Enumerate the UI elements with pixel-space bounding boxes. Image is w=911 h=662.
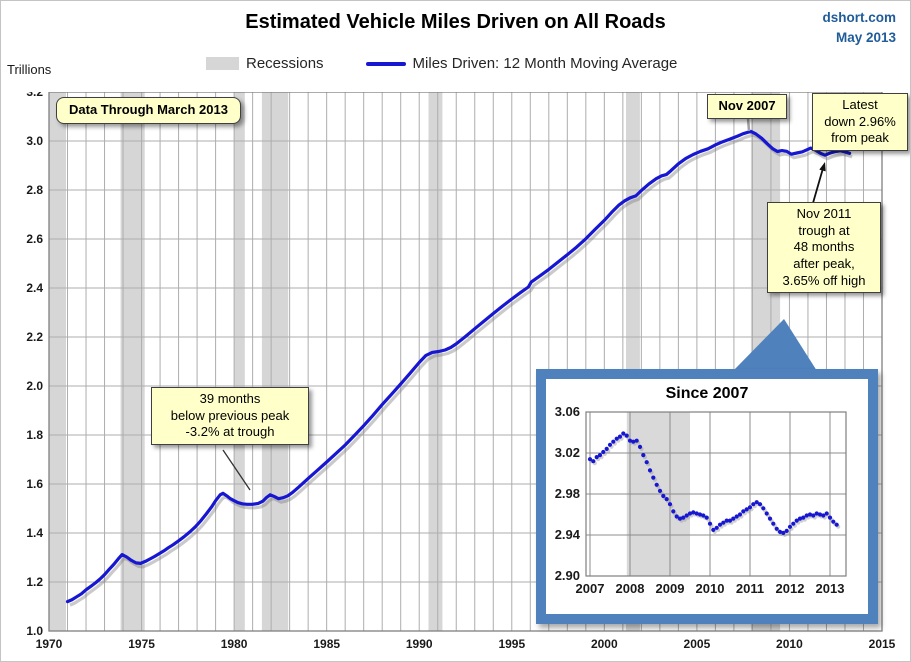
y-tick-label: 3.06: [555, 404, 580, 419]
y-tick-label: 3.2: [26, 92, 43, 99]
page-title: Estimated Vehicle Miles Driven on All Ro…: [245, 11, 666, 33]
x-tick-label: 2008: [616, 581, 645, 596]
legend-label-miles-driven: Miles Driven: 12 Month Moving Average: [412, 55, 678, 72]
legend-label-recessions: Recessions: [246, 55, 324, 72]
y-tick-label: 1.4: [26, 526, 43, 540]
miles-driven-dots: [587, 431, 839, 535]
annotation-latest: Latest down 2.96% from peak: [812, 93, 908, 151]
annotation-data-through: Data Through March 2013: [56, 97, 241, 124]
legend-item-recessions: Recessions: [206, 55, 324, 72]
recession-band: [261, 92, 289, 631]
legend-item-miles-driven: Miles Driven: 12 Month Moving Average: [365, 55, 678, 72]
annotation-1982-trough: 39 months below previous peak -3.2% at t…: [151, 387, 309, 445]
y-tick-label: 2.4: [26, 281, 43, 295]
plot-border: [585, 411, 847, 577]
y-tick-label: 3.02: [555, 445, 580, 460]
x-tick-label: 2010: [776, 637, 803, 651]
x-tick-label: 2000: [591, 637, 618, 651]
x-tick-label: 2011: [736, 581, 764, 596]
inset-title: Since 2007: [665, 385, 749, 402]
annotation-nov-2007-peak: Nov 2007: [707, 94, 787, 119]
recession-band: [234, 92, 245, 631]
inset-chart-frame: Since 2007 3.06 3.02 2.98 2.94 2.90 2007 2008 2…: [536, 369, 878, 624]
x-tick-label: 1975: [128, 637, 155, 651]
y-tick-label: 2.2: [26, 330, 43, 344]
x-tick-label: 2012: [776, 581, 805, 596]
x-tick-label: 1990: [406, 637, 433, 651]
y-tick-label: 2.0: [26, 379, 43, 393]
x-tick-label: 2010: [696, 581, 725, 596]
plot-border: [48, 92, 883, 632]
y-tick-label: 1.6: [26, 477, 43, 491]
y-tick-label: 2.98: [555, 486, 580, 501]
y-axis-unit-label: Trillions: [7, 62, 52, 77]
recession-band: [120, 92, 145, 631]
legend: Recessions Miles Driven: 12 Month Moving…: [206, 55, 677, 72]
recession-band: [49, 92, 66, 631]
source-date: May 2013: [835, 29, 896, 45]
x-tick-label: 1970: [36, 637, 63, 651]
miles-driven-line: [65, 129, 852, 604]
source-site: dshort.com: [822, 10, 896, 25]
y-tick-label: 1.2: [26, 575, 43, 589]
line-series-swatch: [365, 61, 406, 66]
annotation-nov-2011-trough: Nov 2011 trough at 48 months after peak,…: [767, 202, 881, 294]
x-tick-label: 1995: [498, 637, 525, 651]
y-tick-label: 2.90: [555, 568, 580, 583]
x-tick-label: 2015: [869, 637, 896, 651]
x-tick-label: 2009: [656, 581, 685, 596]
y-tick-label: 3.0: [26, 134, 43, 148]
miles-driven-line-shadow: [69, 133, 853, 607]
y-tick-label: 2.6: [26, 232, 43, 246]
recession-band-swatch: [206, 57, 239, 70]
x-tick-label: 1980: [221, 637, 248, 651]
x-tick-label: 1985: [313, 637, 340, 651]
source-attribution: dshort.com May 2013: [822, 8, 896, 47]
x-tick-label: 2005: [684, 637, 711, 651]
recession-band: [428, 92, 443, 631]
inset-chart: Since 2007 3.06 3.02 2.98 2.94 2.90 2007 2008 2…: [546, 379, 868, 614]
y-tick-label: 1.8: [26, 428, 43, 442]
y-tick-label: 2.94: [555, 527, 581, 542]
y-tick-label: 1.0: [26, 624, 43, 638]
y-tick-label: 2.8: [26, 183, 43, 197]
x-tick-label: 2013: [816, 581, 845, 596]
x-tick-label: 2007: [576, 581, 605, 596]
